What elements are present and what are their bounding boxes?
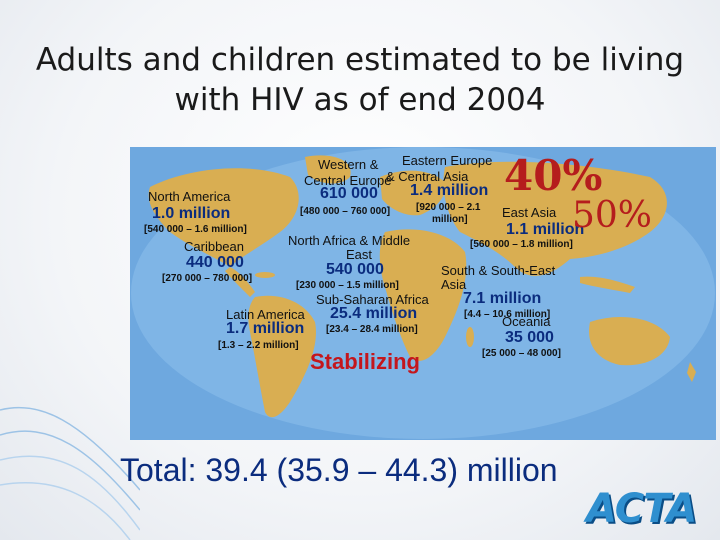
eastern-europe-label-line2: & Central Asia xyxy=(386,169,469,184)
western-central-europe-range: [480 000 – 760 000] xyxy=(300,206,391,217)
world-map-graphic xyxy=(131,147,715,439)
eastern-europe-range-line1: [920 000 – 2.1 xyxy=(416,202,481,213)
south-asia-value: 7.1 million xyxy=(463,290,542,307)
sub-saharan-africa-label: Sub-Saharan Africa xyxy=(316,292,429,307)
south-asia-label-line2: Asia xyxy=(441,277,467,292)
western-central-europe-label-line2: Central Europe xyxy=(304,173,392,188)
north-africa-label-line2: East xyxy=(346,247,373,262)
western-central-europe-label-line1: Western & xyxy=(318,157,379,172)
oceania-range: [25 000 – 48 000] xyxy=(482,348,561,359)
north-america-value: 1.0 million xyxy=(152,205,231,222)
sub-saharan-africa-value: 25.4 million xyxy=(330,305,418,322)
decorative-swoosh xyxy=(0,406,140,540)
western-central-europe-label: Western & xyxy=(318,157,378,172)
north-america-range: [540 000 – 1.6 million] xyxy=(144,224,247,235)
acta-logo: ACTA xyxy=(586,486,697,532)
latin-america-label: Latin America xyxy=(226,307,305,322)
caribbean-value: 440 000 xyxy=(186,254,244,271)
title-line-1: Adults and children estimated to be livi… xyxy=(35,42,685,78)
east-asia-value: 1.1 million xyxy=(506,221,585,238)
south-asia-range: [4.4 – 10.6 million] xyxy=(464,309,551,320)
east-asia-percent: 50% xyxy=(572,195,653,236)
title-line-2: with HIV as of end 2004 xyxy=(174,82,546,118)
latin-america-value: 1.7 million xyxy=(226,320,305,337)
total-estimate: Total: 39.4 (35.9 – 44.3) million xyxy=(120,452,558,488)
caribbean-label: Caribbean xyxy=(184,239,244,254)
sub-saharan-africa-range: [23.4 – 28.4 million] xyxy=(326,324,418,335)
north-africa-value: 540 000 xyxy=(326,261,384,278)
eastern-europe-value: 1.4 million xyxy=(410,182,489,199)
slide-title: Adults and children estimated to be livi… xyxy=(0,40,720,120)
eastern-europe-label-line1: Eastern Europe xyxy=(402,153,493,168)
eastern-europe-percent: 40% xyxy=(504,151,603,200)
east-asia-range: [560 000 – 1.8 million] xyxy=(470,239,573,250)
north-america-label: North America xyxy=(148,189,231,204)
north-africa-range: [230 000 – 1.5 million] xyxy=(296,280,399,291)
east-asia-label: East Asia xyxy=(502,205,557,220)
oceania-value: 35 000 xyxy=(505,329,554,346)
caribbean-range: [270 000 – 780 000] xyxy=(162,273,253,284)
north-africa-label-line1: North Africa & Middle xyxy=(288,233,411,248)
sub-saharan-africa-status: Stabilizing xyxy=(310,349,420,374)
latin-america-range: [1.3 – 2.2 million] xyxy=(218,340,299,351)
south-asia-label-line1: South & South-East xyxy=(441,263,556,278)
oceania-label: Oceania xyxy=(502,314,551,329)
world-map: Western & Central Europe 610 000 [480 00… xyxy=(130,147,716,440)
western-central-europe-value: 610 000 xyxy=(320,185,378,202)
eastern-europe-range-line2: million] xyxy=(432,214,468,225)
